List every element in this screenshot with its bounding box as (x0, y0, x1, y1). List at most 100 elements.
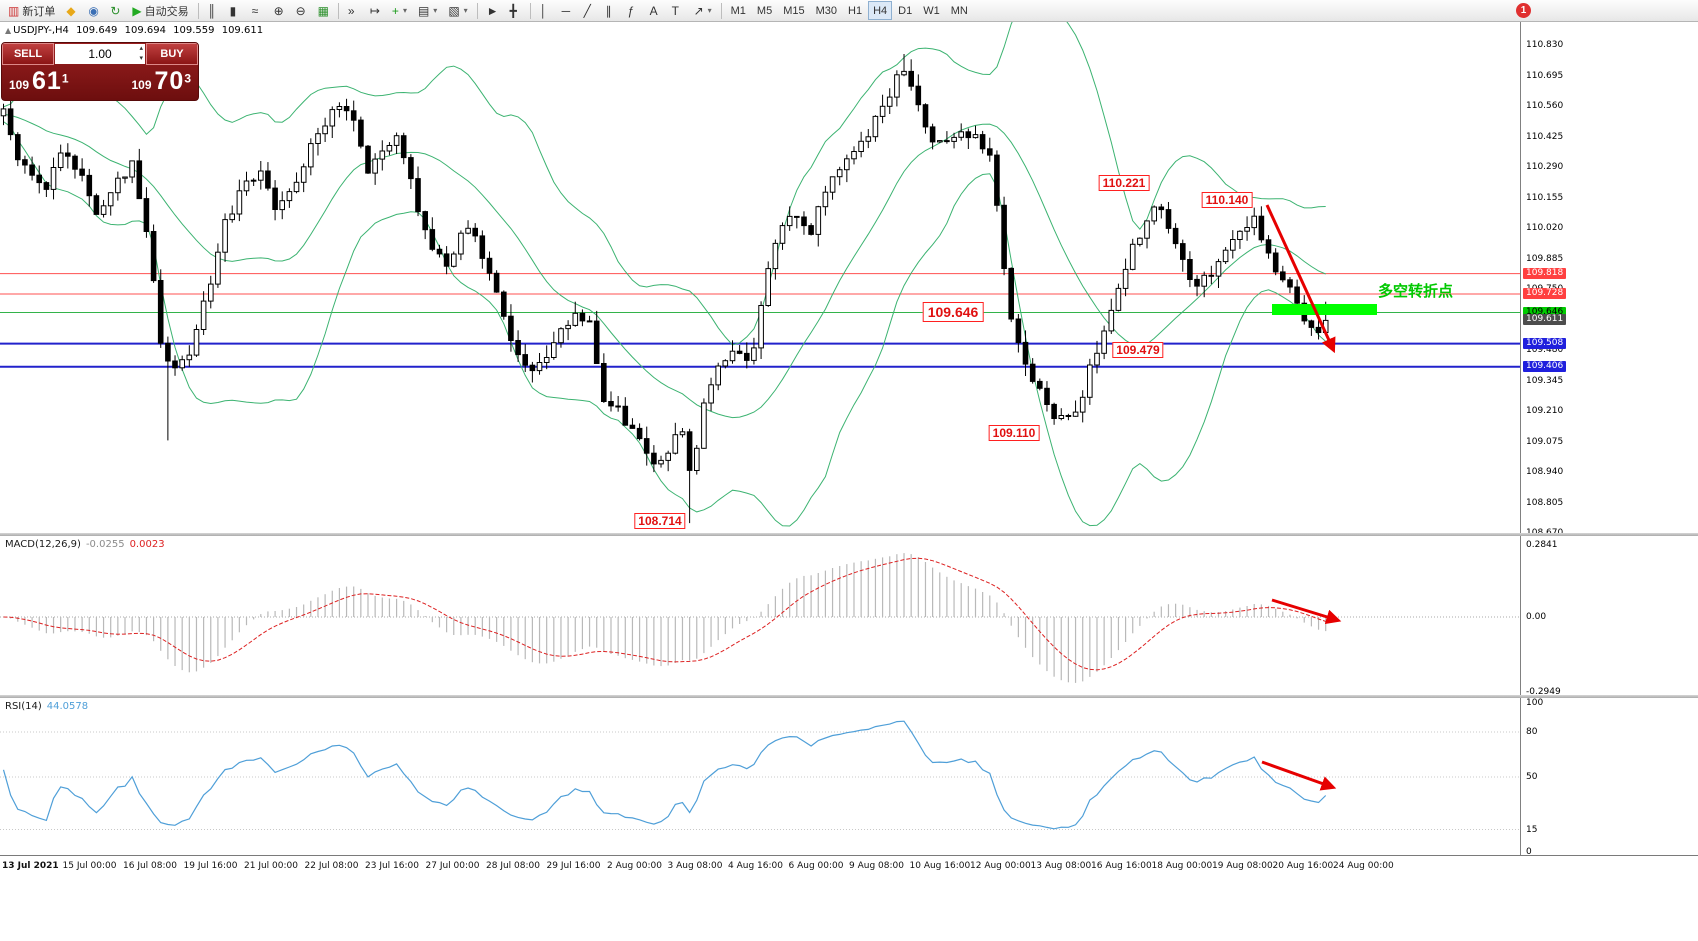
periods-button[interactable]: ▤ ▾ (413, 1, 442, 20)
price-callout[interactable]: 109.110 (988, 425, 1040, 441)
price-callout[interactable]: 108.714 (634, 513, 686, 529)
price-tick: 108.805 (1526, 497, 1564, 508)
arrows-button[interactable]: ↗ ▾ (689, 1, 717, 20)
vertical-line-button-icon: │ (539, 3, 548, 18)
macd-tick: 0.00 (1526, 612, 1547, 622)
price-callout[interactable]: 110.140 (1201, 192, 1253, 208)
zoom-out-button[interactable]: ⊖ (291, 1, 312, 20)
timeframe-m30[interactable]: M30 (811, 1, 842, 20)
time-label: 29 Jul 16:00 (546, 861, 601, 871)
time-label: 21 Jul 00:00 (244, 861, 298, 871)
bollinger-lower-band (3, 121, 1327, 527)
crosshair-button[interactable]: ╋ (505, 1, 526, 20)
timeframe-m30-label: M30 (815, 4, 838, 17)
macd-panel[interactable]: MACD(12,26,9) -0.0255 0.0023 0.2841 0.00 -0.… (0, 536, 1698, 697)
cursor-button[interactable]: ► (482, 1, 504, 20)
line-chart-button-icon: ≈ (251, 3, 259, 18)
new-order-button[interactable]: ▥ 新订单 (3, 1, 60, 20)
zoom-in-button[interactable]: ⊕ (269, 1, 290, 20)
auto-scroll-button-icon: » (347, 3, 355, 18)
timeframe-m5[interactable]: M5 (752, 1, 777, 20)
timeframe-mn[interactable]: MN (946, 1, 973, 20)
volume-down-button[interactable]: ▾ (139, 54, 143, 62)
timeframe-m15[interactable]: M15 (778, 1, 809, 20)
templates-button-dropdown-icon[interactable]: ▾ (463, 6, 468, 15)
bar-chart-button[interactable]: ║ (203, 1, 224, 20)
indicators-button-dropdown-icon[interactable]: ▾ (402, 6, 407, 15)
rsi-label: RSI(14) 44.0578 (5, 701, 93, 712)
text-label-button[interactable]: T (667, 1, 688, 20)
auto-scroll-button[interactable]: » (343, 1, 364, 20)
trend-arrow[interactable] (1265, 204, 1336, 354)
text-button[interactable]: A (645, 1, 666, 20)
candlestick-chart-button[interactable]: ▮ (225, 1, 246, 20)
timeframe-d1[interactable]: D1 (893, 1, 917, 20)
chart-window-button[interactable]: ◆ (61, 1, 82, 20)
bollinger-middle-band (3, 113, 1326, 419)
price-callout[interactable]: 110.221 (1098, 175, 1150, 191)
fibonacci-button-icon: ƒ (627, 3, 635, 18)
refresh-button-icon: ↻ (110, 3, 121, 18)
panel-divider[interactable] (0, 533, 1698, 536)
fibonacci-button[interactable]: ƒ (623, 1, 644, 20)
chart-annotation-text[interactable]: 多空转折点 (1378, 283, 1454, 300)
rsi-tick: 80 (1526, 727, 1538, 737)
refresh-button[interactable]: ↻ (105, 1, 126, 20)
chart-area: ▲ USDJPY-,H4 109.649 109.694 109.559 109.… (0, 22, 1698, 941)
rsi-panel[interactable]: RSI(14) 44.0578 100 80 50 15 0 (0, 698, 1698, 857)
price-axis-box: 109.728 (1523, 287, 1567, 299)
rsi-arrow[interactable] (1261, 760, 1337, 791)
price-callout[interactable]: 109.479 (1112, 342, 1164, 358)
tile-windows-button[interactable]: ▦ (313, 1, 334, 20)
volume-up-button[interactable]: ▴ (139, 45, 143, 52)
time-label: 20 Aug 16:00 (1272, 861, 1334, 871)
sell-button[interactable]: SELL (2, 43, 54, 65)
price-axis-box: 109.508 (1523, 337, 1567, 349)
timeframe-h1[interactable]: H1 (843, 1, 867, 20)
equidistant-channel-button[interactable]: ∥ (601, 1, 622, 20)
timeframe-h4-label: H4 (873, 4, 888, 17)
autotrading-button[interactable]: ▶ 自动交易 (127, 1, 193, 20)
trendline-button[interactable]: ╱ (579, 1, 600, 20)
low-value: 109.559 (173, 25, 215, 36)
price-tick: 109.345 (1526, 375, 1564, 386)
time-label: 3 Aug 08:00 (667, 861, 723, 871)
timeframe-w1-label: W1 (923, 4, 940, 17)
autotrading-button-label: 自动交易 (144, 5, 189, 18)
ask-big: 70 (154, 67, 185, 95)
market-watch-button[interactable]: ◉ (83, 1, 104, 20)
macd-arrow[interactable] (1271, 598, 1342, 625)
time-axis[interactable]: 13 Jul 2021 15 Jul 00:00 16 Jul 08:00 19 Ju… (0, 855, 1698, 877)
periods-button-icon: ▤ (417, 3, 430, 18)
panel-divider[interactable] (0, 695, 1698, 698)
timeframe-w1[interactable]: W1 (918, 1, 945, 20)
periods-button-dropdown-icon[interactable]: ▾ (433, 6, 438, 15)
arrows-button-dropdown-icon[interactable]: ▾ (707, 6, 712, 15)
buy-button[interactable]: BUY (146, 43, 198, 65)
timeframe-m1[interactable]: M1 (726, 1, 751, 20)
time-label: 28 Jul 08:00 (486, 861, 540, 871)
symbol-title: USDJPY-,H4 (13, 25, 69, 36)
macd-svg (0, 536, 1521, 695)
volume-input[interactable]: 1.00 ▴ ▾ (55, 44, 145, 64)
chart-shift-button[interactable]: ↦ (365, 1, 386, 20)
rsi-tick: 50 (1526, 772, 1538, 782)
highlight-bar[interactable] (1272, 304, 1377, 315)
crosshair-button-icon: ╋ (509, 3, 517, 18)
price-axis[interactable]: 110.830 110.695 110.560 110.425 110.290 110.1… (1522, 22, 1602, 538)
notification-badge[interactable]: 1 (1516, 3, 1531, 18)
indicators-button[interactable]: + ▾ (387, 1, 412, 20)
ask-price: 109 703 (131, 67, 191, 96)
horizontal-line-button[interactable]: ─ (557, 1, 578, 20)
line-chart-button[interactable]: ≈ (247, 1, 268, 20)
main-chart-panel[interactable]: ▲ USDJPY-,H4 109.649 109.694 109.559 109.… (0, 22, 1698, 538)
toolbar: 1 ▥ 新订单 ◆ ◉ ↻ ▶ 自动交易 ║ ▮ ≈ ⊕ ⊖ ▦» ↦ + ▾ ▤ ▾ ▧ ▾ ► ╋ │ ─ ╱ ∥ ƒ A T ↗ ▾ M… (0, 0, 1698, 22)
main-chart-svg (0, 22, 1521, 533)
time-label: 2 Aug 00:00 (607, 861, 662, 871)
rsi-name: RSI(14) (5, 701, 42, 712)
templates-button[interactable]: ▧ ▾ (443, 1, 472, 20)
timeframe-h4[interactable]: H4 (868, 1, 893, 20)
price-callout[interactable]: 109.646 (922, 302, 984, 322)
vertical-line-button[interactable]: │ (535, 1, 556, 20)
time-label: 13 Aug 08:00 (1030, 861, 1092, 871)
